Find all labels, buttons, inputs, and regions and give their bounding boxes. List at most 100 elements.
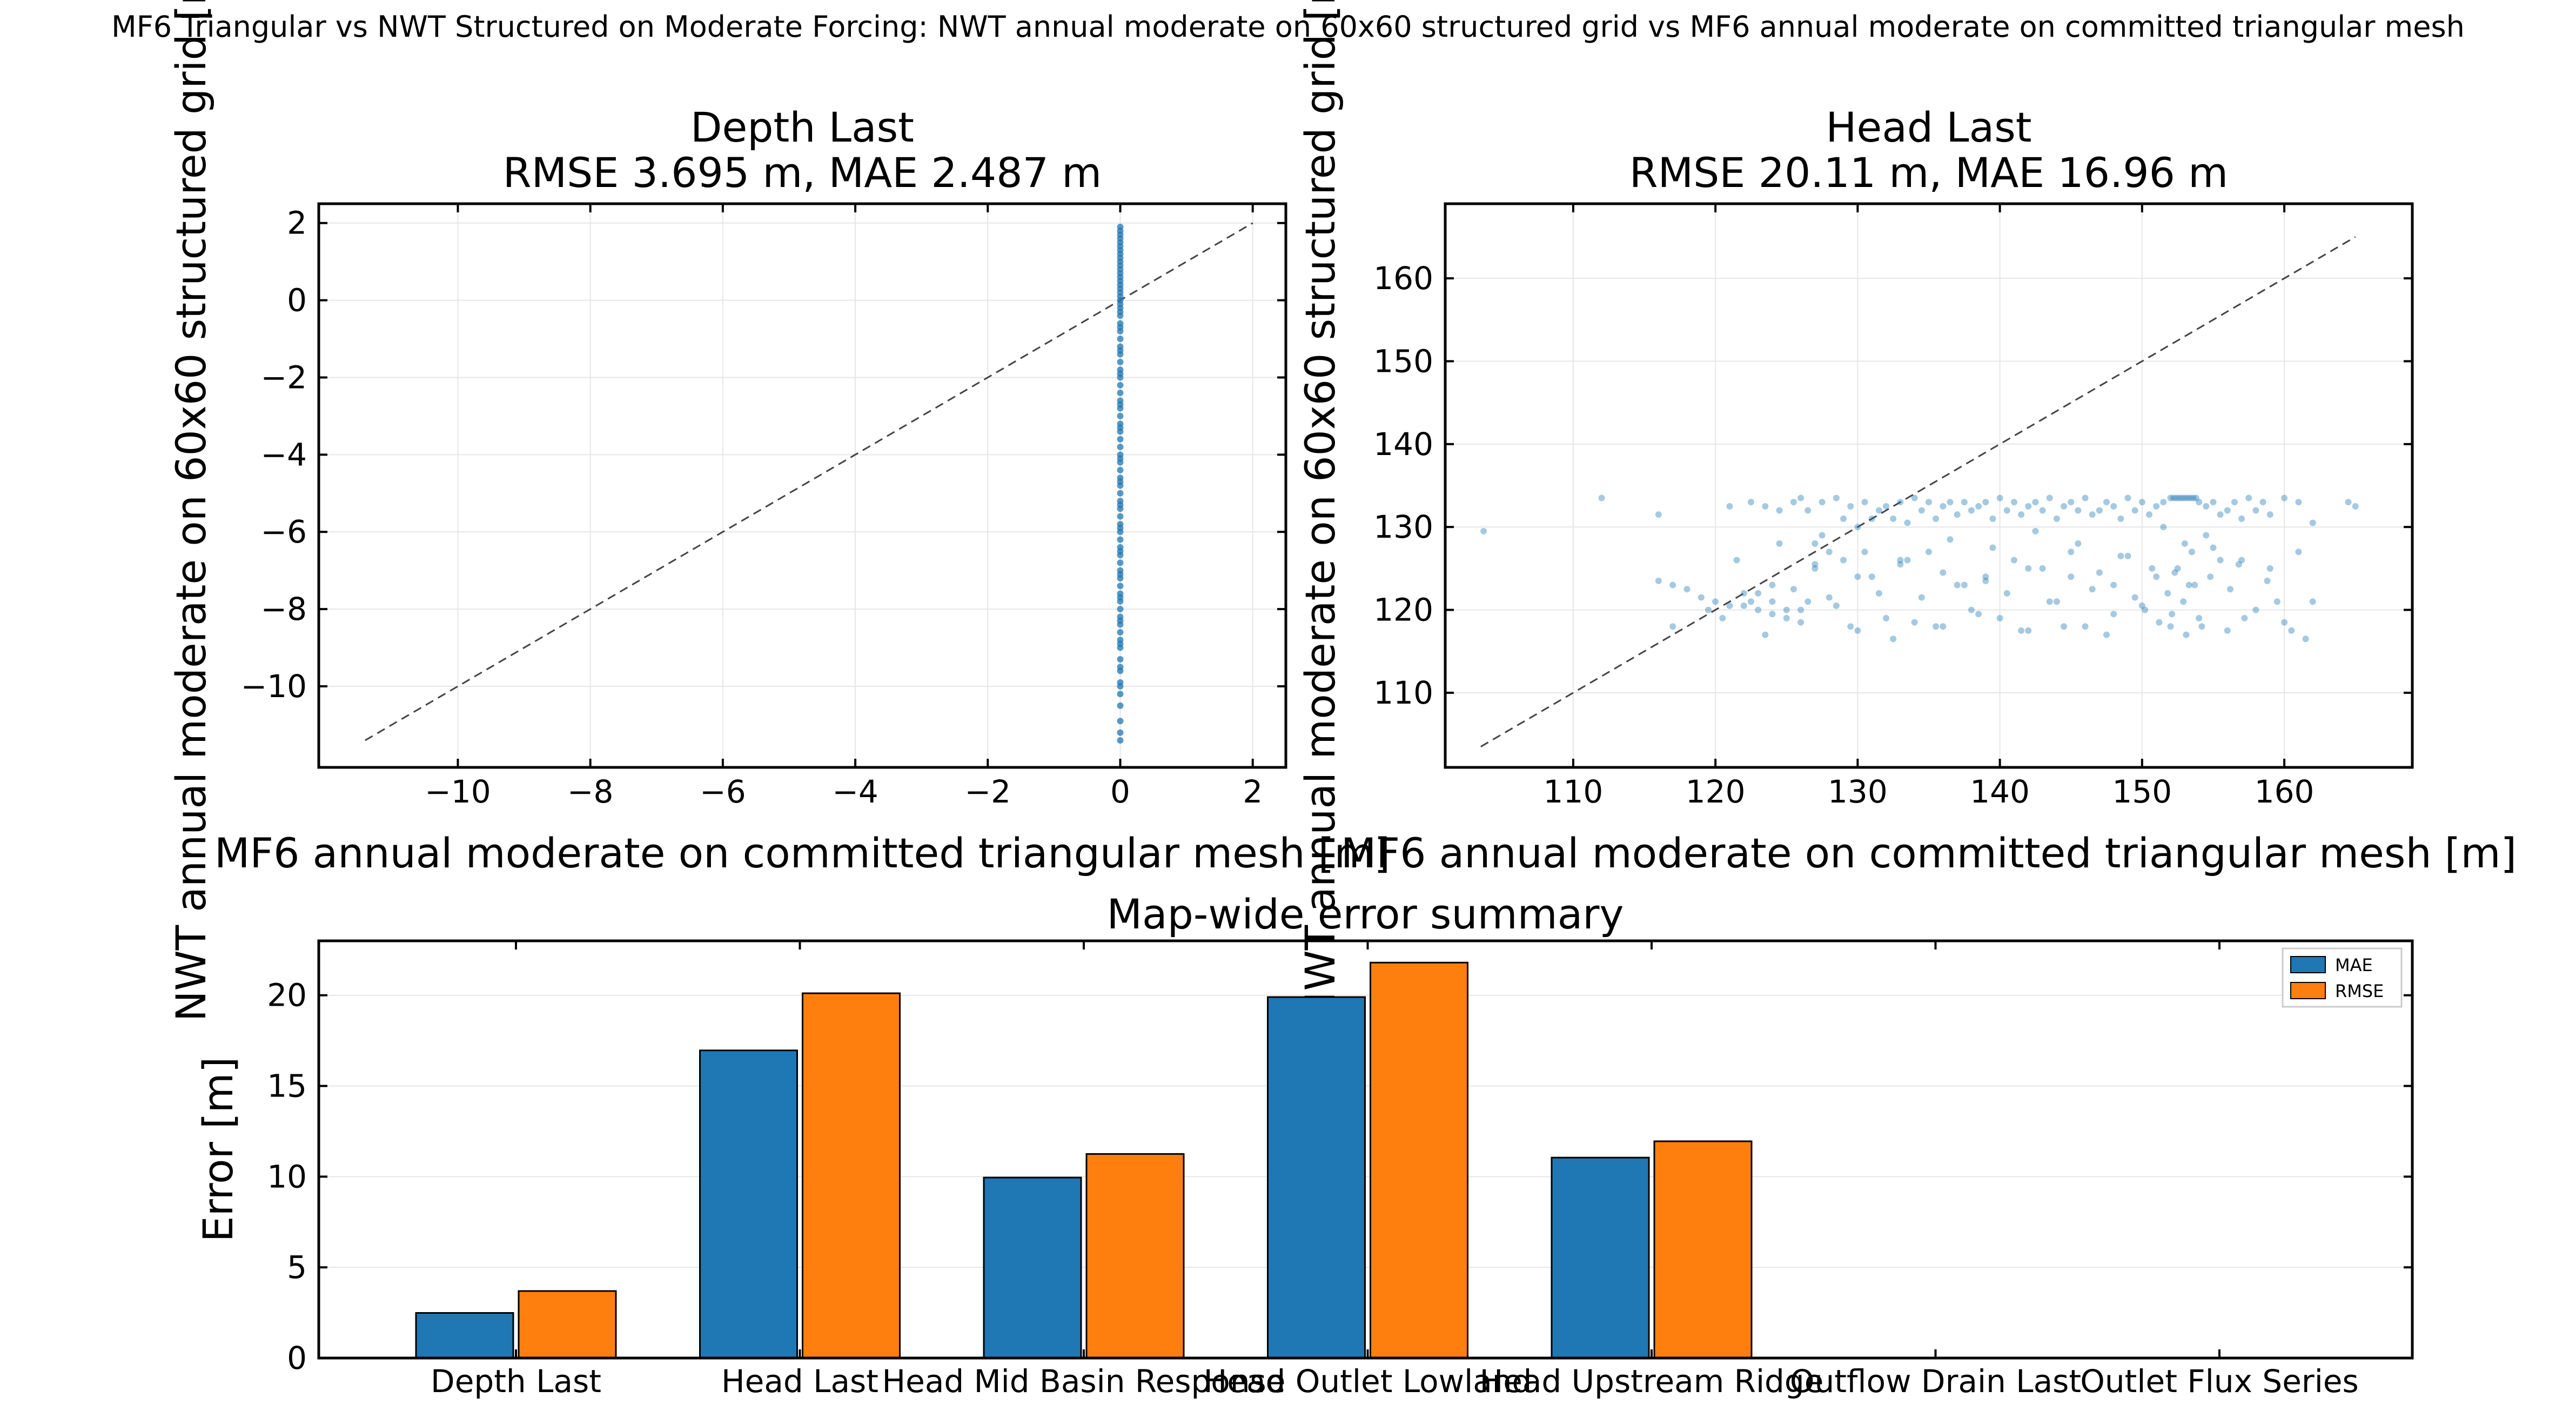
head-last-data-point (2039, 507, 2046, 514)
depth-last-data-point (1117, 617, 1124, 624)
head-last-data-point (1890, 515, 1897, 522)
head-last-data-point (1897, 499, 1904, 506)
head-last-data-point (1954, 581, 1961, 589)
depth-last-data-point (1117, 583, 1124, 590)
depth-last-data-point (1117, 401, 1124, 408)
depth-last-subtitle: RMSE 3.695 m, MAE 2.487 m (503, 149, 1102, 197)
head-last-data-point (1940, 503, 1947, 510)
depth-last-xtick-label: −10 (425, 773, 491, 810)
head-last-data-point (2281, 619, 2288, 626)
figure-suptitle: MF6 Triangular vs NWT Structured on Mode… (111, 10, 2465, 44)
head-last-data-point (2153, 573, 2160, 580)
head-last-data-point (2138, 499, 2145, 506)
head-last-data-point (2124, 552, 2131, 559)
head-last-xtick-label: 130 (1828, 773, 1888, 810)
head-last-data-point (2295, 499, 2302, 506)
head-last-data-point (2110, 581, 2117, 589)
head-last-data-point (2138, 602, 2145, 609)
depth-last-panel: Depth Last RMSE 3.695 m, MAE 2.487 m −10… (167, 0, 1390, 1021)
head-last-data-point (1762, 631, 1769, 638)
head-last-data-point (2210, 499, 2217, 506)
head-last-data-point (2169, 611, 2176, 618)
head-last-data-point (2167, 494, 2174, 501)
head-last-data-point (2160, 524, 2167, 531)
head-last-data-point (2096, 507, 2103, 514)
depth-last-ytick-label: −8 (261, 591, 307, 627)
head-last-data-point (2149, 565, 2156, 572)
head-last-xtick-label: 160 (2255, 773, 2315, 810)
head-last-data-point (2089, 586, 2096, 593)
head-last-data-point (2032, 527, 2039, 534)
head-last-data-point (2053, 515, 2060, 522)
depth-last-data-point (1117, 309, 1124, 316)
head-last-data-point (2238, 515, 2245, 522)
head-last-data-point (2191, 581, 2198, 589)
head-last-data-point (1812, 561, 1819, 568)
head-last-data-point (2264, 577, 2271, 584)
depth-last-data-point (1117, 370, 1124, 377)
head-last-data-point (1840, 515, 1847, 522)
head-last-data-point (2153, 503, 2160, 510)
head-last-data-point (1812, 565, 1819, 572)
head-last-data-point (2224, 507, 2231, 514)
head-last-data-point (2252, 606, 2259, 613)
head-last-data-point (1940, 569, 1947, 576)
head-last-data-point (2210, 544, 2217, 551)
head-last-data-point (1947, 536, 1954, 543)
head-last-data-point (2068, 499, 2075, 506)
error-summary-panel: Map-wide error summary 0 5 10 15 20 Depth Las… (194, 890, 2414, 1400)
head-last-data-point (2068, 573, 2075, 580)
depth-last-ytick-label: −6 (261, 513, 307, 550)
depth-last-identity-line (365, 222, 1253, 741)
head-last-data-point (2003, 507, 2010, 514)
head-last-data-point (2295, 549, 2302, 556)
error-summary-xtick-label: Depth Last (431, 1363, 601, 1400)
head-last-data-point (2184, 494, 2191, 501)
head-last-data-point (2142, 606, 2149, 613)
head-last-data-point (1797, 606, 1804, 613)
head-last-ytick-label: 110 (1373, 674, 1433, 711)
head-last-data-point (2039, 565, 2046, 572)
head-last-data-point (1755, 606, 1762, 613)
head-last-ytick-label: 150 (1373, 343, 1433, 379)
head-last-data-point (2176, 494, 2183, 501)
head-last-data-point (2003, 590, 2010, 597)
head-last-data-point (1669, 623, 1676, 630)
head-last-data-point (2187, 494, 2194, 501)
head-last-title: Head Last (1826, 103, 2031, 151)
head-last-data-point (2183, 631, 2190, 638)
head-last-data-point (1755, 590, 1762, 597)
head-last-data-point (2309, 519, 2316, 526)
error-summary-frame (317, 939, 2414, 1360)
head-last-data-point (2273, 598, 2280, 605)
depth-last-data-point (1117, 324, 1124, 331)
head-last-data-point (1996, 614, 2003, 621)
head-last-data-point (1854, 573, 1861, 580)
head-last-data-point (1833, 494, 1840, 501)
head-last-data-point (1875, 507, 1882, 514)
depth-last-title: Depth Last (690, 103, 914, 151)
head-last-data-point (1968, 507, 1975, 514)
head-last-data-point (2110, 611, 2117, 618)
depth-last-data-point (1117, 547, 1124, 554)
head-last-data-point (1947, 499, 1954, 506)
head-last-data-point (1762, 503, 1769, 510)
head-last-data-point (1854, 524, 1861, 531)
depth-last-data-point (1117, 478, 1124, 485)
head-last-data-point (1933, 515, 1940, 522)
head-last-data-point (2082, 623, 2089, 630)
bar-rmse (1085, 1153, 1185, 1359)
error-summary-xtick-label: Outlet Flux Series (2080, 1363, 2359, 1400)
depth-last-data-point (1117, 628, 1124, 636)
depth-last-data-point (1117, 559, 1124, 566)
depth-last-ylabel: NWT annual moderate on 60x60 structured … (167, 0, 215, 1021)
head-last-data-point (1918, 594, 1925, 601)
head-last-data-point (2167, 623, 2174, 630)
head-last-data-point (1726, 503, 1733, 510)
depth-last-data-point (1117, 702, 1124, 709)
depth-last-data-point (1117, 412, 1124, 419)
depth-last-xtick-label: −4 (832, 773, 878, 810)
head-last-data-point (1911, 619, 1918, 626)
head-last-data-point (1961, 581, 1968, 589)
depth-last-xtick-label: −8 (567, 773, 614, 810)
